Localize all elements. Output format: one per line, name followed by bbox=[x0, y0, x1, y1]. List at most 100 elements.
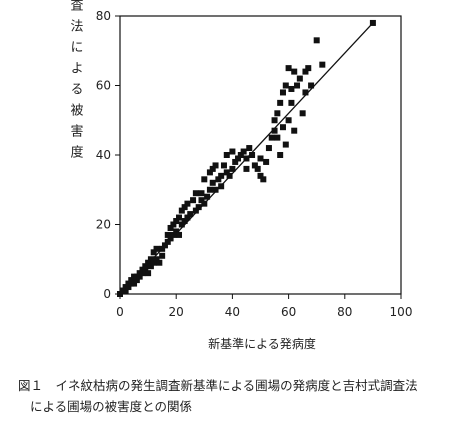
point bbox=[125, 284, 132, 291]
point bbox=[159, 252, 166, 259]
point bbox=[212, 186, 219, 193]
point bbox=[122, 287, 129, 294]
point bbox=[260, 176, 267, 183]
y-tick-label: 60 bbox=[96, 79, 111, 93]
point bbox=[299, 110, 306, 117]
point bbox=[220, 162, 227, 169]
x-axis-label: 新基準による発病度 bbox=[208, 336, 316, 351]
point bbox=[277, 152, 284, 158]
point bbox=[296, 75, 303, 82]
point bbox=[254, 165, 261, 172]
point bbox=[161, 242, 168, 249]
point bbox=[204, 193, 211, 200]
point bbox=[139, 270, 146, 277]
point bbox=[274, 110, 281, 117]
x-tick-label: 40 bbox=[225, 305, 240, 319]
point bbox=[246, 145, 253, 152]
point bbox=[305, 65, 312, 72]
point bbox=[218, 183, 225, 190]
point bbox=[201, 200, 208, 207]
point bbox=[117, 291, 123, 297]
plot-frame bbox=[119, 15, 402, 295]
point bbox=[302, 89, 309, 96]
x-tick-label: 100 bbox=[390, 305, 413, 319]
point bbox=[150, 259, 157, 266]
point bbox=[235, 155, 242, 162]
point bbox=[285, 65, 292, 72]
point bbox=[226, 172, 233, 179]
point bbox=[282, 82, 289, 89]
x-tick-label: 20 bbox=[169, 305, 184, 319]
point bbox=[209, 179, 216, 186]
point bbox=[184, 200, 191, 207]
point bbox=[229, 148, 236, 155]
point bbox=[195, 204, 202, 211]
point bbox=[173, 218, 180, 225]
point bbox=[313, 37, 320, 44]
point bbox=[198, 190, 205, 197]
point bbox=[201, 176, 208, 183]
point bbox=[271, 117, 278, 124]
y-tick-label: 20 bbox=[96, 218, 111, 232]
point bbox=[257, 155, 264, 162]
point bbox=[147, 256, 154, 263]
point bbox=[209, 165, 216, 172]
point bbox=[265, 145, 272, 152]
point bbox=[257, 172, 264, 179]
point bbox=[187, 211, 194, 218]
point bbox=[291, 127, 298, 134]
caption-line: 図１ イネ紋枯病の発生調査新基準による圃場の発病度と吉村式調査法 bbox=[18, 378, 418, 393]
point bbox=[192, 190, 199, 197]
x-tick-label: 0 bbox=[116, 305, 124, 319]
point bbox=[190, 197, 197, 204]
point bbox=[167, 224, 174, 231]
point bbox=[308, 82, 315, 89]
point bbox=[285, 117, 292, 124]
y-tick-label: 80 bbox=[96, 9, 111, 23]
point bbox=[288, 85, 295, 92]
point bbox=[181, 218, 188, 225]
point bbox=[159, 245, 166, 252]
point bbox=[176, 231, 183, 238]
point bbox=[302, 68, 309, 75]
point bbox=[212, 162, 219, 169]
y-tick-label: 40 bbox=[96, 148, 111, 162]
point bbox=[288, 99, 295, 106]
point bbox=[223, 152, 230, 158]
point bbox=[319, 61, 326, 68]
point bbox=[145, 270, 152, 277]
y-tick-label: 0 bbox=[103, 287, 111, 301]
point bbox=[176, 214, 183, 221]
point bbox=[206, 169, 213, 176]
point bbox=[369, 19, 376, 26]
point bbox=[223, 169, 230, 176]
point bbox=[153, 256, 160, 263]
point bbox=[249, 152, 256, 158]
point bbox=[153, 245, 160, 252]
point bbox=[150, 249, 157, 256]
point bbox=[237, 152, 244, 158]
point bbox=[271, 127, 278, 134]
caption-line: による圃場の被害度との関係 bbox=[30, 399, 192, 414]
point bbox=[243, 155, 250, 162]
point bbox=[274, 134, 281, 141]
point bbox=[294, 82, 301, 89]
point bbox=[167, 235, 174, 242]
point bbox=[142, 266, 149, 273]
point bbox=[192, 207, 199, 214]
point bbox=[178, 221, 185, 228]
point bbox=[133, 277, 140, 284]
x-tick-label: 80 bbox=[337, 305, 352, 319]
point bbox=[268, 134, 275, 141]
point bbox=[218, 172, 225, 179]
point bbox=[251, 162, 258, 169]
point bbox=[229, 165, 236, 172]
point bbox=[170, 231, 177, 238]
point bbox=[279, 89, 286, 96]
point bbox=[282, 141, 289, 148]
point bbox=[291, 68, 298, 75]
point bbox=[164, 231, 171, 238]
point bbox=[142, 263, 149, 270]
point bbox=[279, 124, 286, 131]
